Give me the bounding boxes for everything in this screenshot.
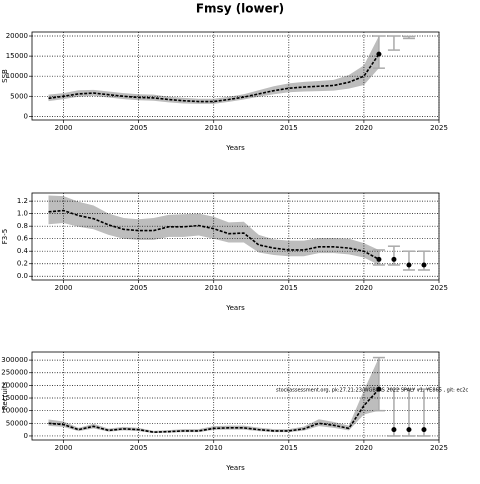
- x-tick-label: 2005: [130, 124, 148, 132]
- x-tick-label: 2005: [130, 444, 148, 452]
- series-line: [48, 209, 380, 261]
- y-tick-label: 1.2: [17, 197, 28, 205]
- y-tick-label: 100000: [1, 407, 28, 415]
- y-tick-label: 0.2: [17, 260, 28, 268]
- plot-frame: [31, 351, 440, 441]
- y-tick-label: 200000: [1, 381, 28, 389]
- x-tick-label: 2000: [55, 444, 73, 452]
- series-line: [48, 388, 380, 433]
- point: [421, 427, 427, 433]
- x-axis-label: Years: [225, 464, 245, 472]
- y-tick-label: 250000: [1, 369, 28, 377]
- y-tick-label: 0.0: [17, 272, 28, 280]
- point: [406, 427, 412, 433]
- x-tick-label: 2020: [355, 124, 373, 132]
- annotation: stockassessment.org, pk:27.21:23/WGBFAS …: [276, 388, 468, 394]
- y-tick-label: 15000: [6, 52, 28, 60]
- confidence-band: [48, 357, 379, 434]
- x-tick-label: 2015: [280, 124, 298, 132]
- x-tick-label: 2020: [355, 444, 373, 452]
- x-axis-label: Years: [225, 144, 245, 152]
- point: [376, 256, 382, 262]
- y-tick-label: 1.0: [17, 210, 28, 218]
- x-tick-label: 2000: [55, 124, 73, 132]
- figure-title: Fmsy (lower): [196, 2, 284, 16]
- x-tick-label: 2025: [430, 284, 448, 292]
- series-line: [48, 53, 380, 103]
- y-tick-label: 20000: [6, 32, 28, 40]
- y-tick-label: 10000: [6, 72, 28, 80]
- y-axis-label: F3-5: [1, 229, 9, 244]
- y-tick-label: 0: [24, 432, 28, 440]
- y-tick-label: 5000: [10, 92, 28, 100]
- y-tick-label: 50000: [6, 419, 28, 427]
- x-tick-label: 2025: [430, 444, 448, 452]
- x-tick-label: 2015: [280, 444, 298, 452]
- x-tick-label: 2015: [280, 284, 298, 292]
- point: [421, 262, 427, 268]
- point: [376, 51, 382, 57]
- y-axis-label: SSB: [1, 69, 9, 83]
- x-tick-label: 2010: [205, 284, 223, 292]
- x-tick-label: 2005: [130, 284, 148, 292]
- plot-frame: [31, 192, 440, 281]
- y-tick-label: 0: [24, 112, 28, 120]
- y-axis-label: Recruits: [1, 381, 9, 410]
- y-tick-label: 0.8: [17, 222, 28, 230]
- y-tick-label: 150000: [1, 394, 28, 402]
- plot-frame: [31, 31, 440, 121]
- x-tick-label: 2020: [355, 284, 373, 292]
- x-tick-label: 2000: [55, 284, 73, 292]
- y-tick-label: 300000: [1, 356, 28, 364]
- y-tick-label: 0.6: [17, 235, 29, 243]
- point: [391, 256, 397, 262]
- x-tick-label: 2010: [205, 444, 223, 452]
- confidence-band: [48, 195, 379, 265]
- y-tick-label: 0.4: [17, 247, 29, 255]
- point: [376, 386, 382, 392]
- x-tick-label: 2025: [430, 124, 448, 132]
- x-axis-label: Years: [225, 304, 245, 312]
- point: [406, 262, 412, 268]
- x-tick-label: 2010: [205, 124, 223, 132]
- point: [391, 427, 397, 433]
